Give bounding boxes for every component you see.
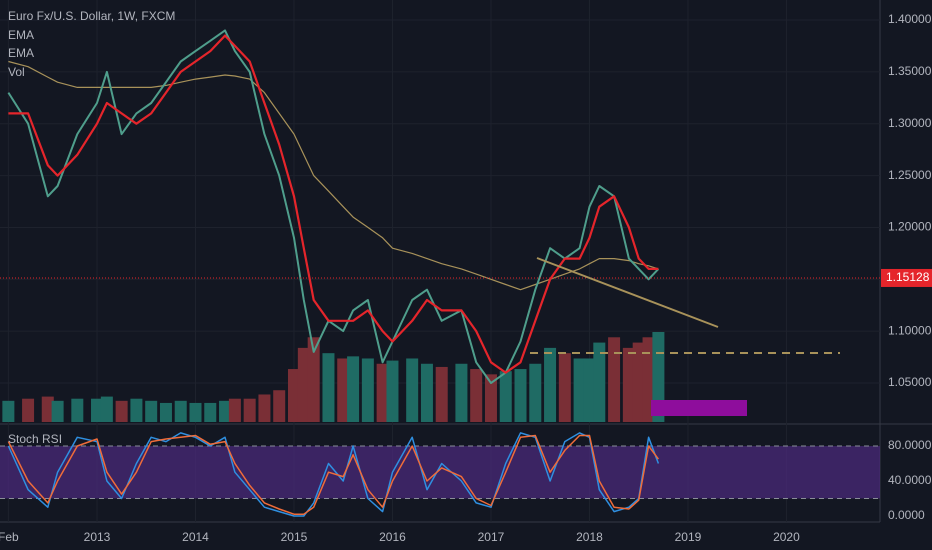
legend-entry: EMA xyxy=(8,28,34,42)
volume-bar xyxy=(583,358,596,422)
axes: 1.050001.100001.150001.200001.250001.300… xyxy=(0,12,932,544)
volume-bar xyxy=(455,363,468,422)
y-tick-label: 1.10000 xyxy=(888,323,932,337)
highlight-box xyxy=(651,400,747,416)
oscillator-line xyxy=(7,432,660,517)
x-tick-label: 2014 xyxy=(182,530,209,544)
volume-bar xyxy=(243,398,256,422)
y-tick-label: 1.25000 xyxy=(888,168,932,182)
x-tick-label: 2015 xyxy=(281,530,308,544)
volume-bar xyxy=(322,353,335,422)
osc-tick-label: 40.0000 xyxy=(888,473,932,487)
volume xyxy=(2,332,665,422)
volume-bar xyxy=(406,358,419,422)
volume-bar xyxy=(22,398,35,422)
oscillator-pane xyxy=(0,432,880,517)
y-tick-label: 1.20000 xyxy=(888,220,932,234)
volume-bar xyxy=(337,358,350,422)
trend-line xyxy=(536,257,719,328)
legend-entry: EMA xyxy=(8,46,34,60)
volume-bar xyxy=(273,390,286,422)
volume-bar xyxy=(484,374,497,422)
volume-bar xyxy=(307,337,320,422)
volume-bar xyxy=(130,398,143,422)
y-tick-label: 1.40000 xyxy=(888,12,932,26)
last-price-tag xyxy=(881,268,932,287)
volume-bar xyxy=(41,396,54,422)
ema-line xyxy=(8,34,659,374)
legend-entry: Vol xyxy=(8,65,25,79)
volume-bar xyxy=(204,402,217,422)
volume-bar xyxy=(435,366,448,422)
y-tick-label: 1.05000 xyxy=(888,375,932,389)
volume-bar xyxy=(71,398,84,422)
volume-bar xyxy=(622,347,635,422)
y-tick-label: 1.35000 xyxy=(888,64,932,78)
volume-bar xyxy=(386,360,399,422)
volume-bar xyxy=(593,342,606,422)
volume-bar xyxy=(115,400,128,422)
volume-bar xyxy=(145,400,158,422)
volume-bar xyxy=(174,400,187,422)
x-tick-label: 2019 xyxy=(675,530,702,544)
volume-bar xyxy=(573,358,586,422)
volume-bar xyxy=(544,347,557,422)
volume-bar xyxy=(228,398,241,422)
x-tick-label: 2020 xyxy=(773,530,800,544)
x-tick-label: 2016 xyxy=(379,530,406,544)
x-tick-label: Feb xyxy=(0,530,19,544)
band-fill xyxy=(0,446,880,499)
volume-bar xyxy=(189,402,202,422)
volume-bar xyxy=(258,394,271,422)
volume-bar xyxy=(361,358,374,422)
volume-bar xyxy=(219,400,232,422)
volume-bar xyxy=(297,347,310,422)
volume-bar xyxy=(529,363,542,422)
grid xyxy=(0,0,880,522)
x-tick-label: 2013 xyxy=(84,530,111,544)
volume-bar xyxy=(51,400,64,422)
x-tick-label: 2017 xyxy=(478,530,505,544)
osc-tick-label: 80.0000 xyxy=(888,438,932,452)
volume-bar xyxy=(420,363,433,422)
volume-bar xyxy=(287,369,300,422)
volume-bar xyxy=(499,371,512,422)
y-tick-label: 1.30000 xyxy=(888,116,932,130)
osc-tick-label: 0.0000 xyxy=(888,508,925,522)
volume-bar xyxy=(100,396,113,422)
last-price-label: 1.15128 xyxy=(886,270,930,284)
price-pane xyxy=(0,29,880,384)
volume-bar xyxy=(91,398,104,422)
ema-line xyxy=(8,60,659,291)
volume-bar xyxy=(558,353,571,422)
oscillator-title: Stoch RSI xyxy=(8,432,62,446)
volume-bar xyxy=(347,356,360,422)
oscillator-line xyxy=(7,434,660,515)
volume-bar xyxy=(608,337,621,422)
volume-bar xyxy=(376,363,389,422)
x-tick-label: 2018 xyxy=(576,530,603,544)
volume-bar xyxy=(159,402,172,422)
volume-bar xyxy=(2,400,15,422)
volume-bar xyxy=(652,332,665,422)
price-line xyxy=(7,29,660,384)
volume-bar xyxy=(470,369,483,422)
chart-title: Euro Fx/U.S. Dollar, 1W, FXCM xyxy=(8,9,175,23)
volume-bar xyxy=(632,342,645,422)
volume-bar xyxy=(514,369,527,422)
